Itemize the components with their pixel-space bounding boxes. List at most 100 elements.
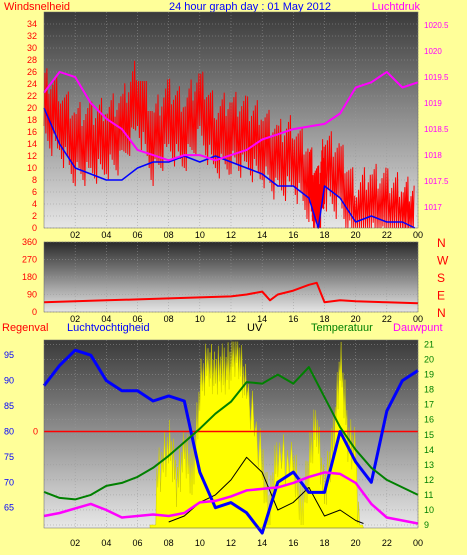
temperature-y-tick: 12 — [424, 475, 434, 485]
wind-y-tick: 8 — [32, 175, 37, 185]
pressure-y-tick: 1018 — [424, 151, 442, 160]
direction-x-tick: 04 — [101, 314, 111, 324]
pressure-y-tick: 1017 — [424, 203, 442, 212]
compass-label: N — [437, 236, 446, 250]
wind-x-tick: 16 — [288, 230, 298, 240]
wind-y-tick: 4 — [32, 199, 37, 209]
humidity-line — [42, 348, 419, 535]
temperature-y-tick: 15 — [424, 430, 434, 440]
wind-y-tick: 26 — [27, 67, 37, 77]
panel-frame — [43, 241, 419, 313]
direction-x-tick: 22 — [382, 314, 392, 324]
humidity-y-tick: 70 — [4, 477, 14, 487]
wind-y-tick: 10 — [27, 163, 37, 173]
wind-x-tick: 14 — [257, 230, 267, 240]
dewpoint-line — [43, 471, 419, 525]
legend-luchtvochtigheid: Luchtvochtigheid — [67, 322, 150, 334]
direction-y-tick: 180 — [22, 272, 37, 282]
wind-x-tick: 18 — [319, 230, 329, 240]
wind-x-tick: 22 — [382, 230, 392, 240]
temperature-y-tick: 11 — [424, 490, 433, 500]
wind-average-line — [43, 107, 416, 229]
climate-x-tick: 06 — [132, 538, 142, 548]
direction-x-tick: 16 — [288, 314, 298, 324]
wind-speed-line — [43, 60, 415, 229]
temperature-y-tick: 17 — [424, 400, 434, 410]
wind-y-tick: 6 — [32, 187, 37, 197]
pressure-y-tick: 1020.5 — [424, 21, 449, 30]
humidity-y-tick: 80 — [4, 426, 14, 436]
climate-x-tick: 00 — [413, 538, 423, 548]
pressure-axis-title: Luchtdruk — [372, 1, 421, 13]
temperature-y-tick: 19 — [424, 370, 434, 380]
wind-x-tick: 04 — [101, 230, 111, 240]
climate-x-tick: 04 — [101, 538, 111, 548]
compass-label: N — [437, 306, 446, 320]
pressure-line — [43, 70, 419, 162]
direction-x-tick: 00 — [413, 314, 423, 324]
chart-title: 24 hour graph day : 01 May 2012 — [169, 1, 331, 13]
legend-regenval: Regenval — [2, 322, 48, 334]
wind-x-tick: 12 — [226, 230, 236, 240]
legend-uv: UV — [247, 322, 263, 334]
wind-x-tick: 02 — [70, 230, 80, 240]
temperature-y-tick: 13 — [424, 460, 434, 470]
wind-x-tick: 10 — [195, 230, 205, 240]
wind-x-tick: 20 — [351, 230, 361, 240]
wind-y-tick: 12 — [27, 151, 37, 161]
wind-y-tick: 34 — [27, 19, 37, 29]
humidity-y-tick: 75 — [4, 452, 14, 462]
direction-x-tick: 18 — [319, 314, 329, 324]
wind-y-tick: 30 — [27, 43, 37, 53]
direction-x-tick: 02 — [70, 314, 80, 324]
wind-y-tick: 16 — [27, 127, 37, 137]
wind-direction-line — [43, 281, 419, 305]
humidity-y-tick: 85 — [4, 401, 14, 411]
climate-x-tick: 18 — [319, 538, 329, 548]
wind-y-tick: 14 — [27, 139, 37, 149]
legend-dauwpunt: Dauwpunt — [393, 322, 443, 334]
direction-y-tick: 360 — [22, 237, 37, 247]
panel-frame — [43, 339, 419, 529]
wind-y-tick: 32 — [27, 31, 37, 41]
humidity-y-tick: 95 — [4, 350, 14, 360]
panel-frame — [43, 11, 419, 229]
compass-label: W — [437, 254, 449, 268]
climate-x-tick: 22 — [382, 538, 392, 548]
temperature-y-tick: 10 — [424, 505, 434, 515]
direction-x-tick: 08 — [164, 314, 174, 324]
temperature-y-tick: 20 — [424, 355, 434, 365]
humidity-y-tick: 90 — [4, 376, 14, 386]
wind-y-tick: 20 — [27, 103, 37, 113]
direction-y-tick: 0 — [32, 307, 37, 317]
climate-x-tick: 10 — [195, 538, 205, 548]
climate-x-tick: 02 — [70, 538, 80, 548]
temperature-y-tick: 9 — [424, 520, 429, 530]
pressure-y-tick: 1019 — [424, 99, 442, 108]
wind-y-tick: 22 — [27, 91, 37, 101]
wind-x-tick: 06 — [132, 230, 142, 240]
direction-x-tick: 06 — [132, 314, 142, 324]
wind-y-tick: 0 — [32, 223, 37, 233]
chart-marks: 024681012141618202224262830323410171017.… — [4, 11, 449, 548]
direction-x-tick: 20 — [351, 314, 361, 324]
pressure-y-tick: 1020 — [424, 47, 442, 56]
climate-x-tick: 14 — [257, 538, 267, 548]
wind-y-tick: 24 — [27, 79, 37, 89]
rain-y-tick: 0 — [33, 426, 38, 436]
compass-label: E — [437, 289, 445, 303]
wind-y-tick: 28 — [27, 55, 37, 65]
legend-temperatuur: Temperatuur — [311, 322, 373, 334]
compass-label: S — [437, 271, 445, 285]
pressure-y-tick: 1019.5 — [424, 73, 449, 82]
climate-x-tick: 12 — [226, 538, 236, 548]
wind-axis-title: Windsnelheid — [4, 1, 70, 13]
wind-x-tick: 00 — [413, 230, 423, 240]
direction-y-tick: 90 — [27, 290, 37, 300]
temperature-line — [43, 366, 419, 501]
direction-y-tick: 270 — [22, 255, 37, 265]
pressure-y-tick: 1018.5 — [424, 125, 449, 134]
wind-x-tick: 08 — [164, 230, 174, 240]
climate-x-tick: 16 — [288, 538, 298, 548]
